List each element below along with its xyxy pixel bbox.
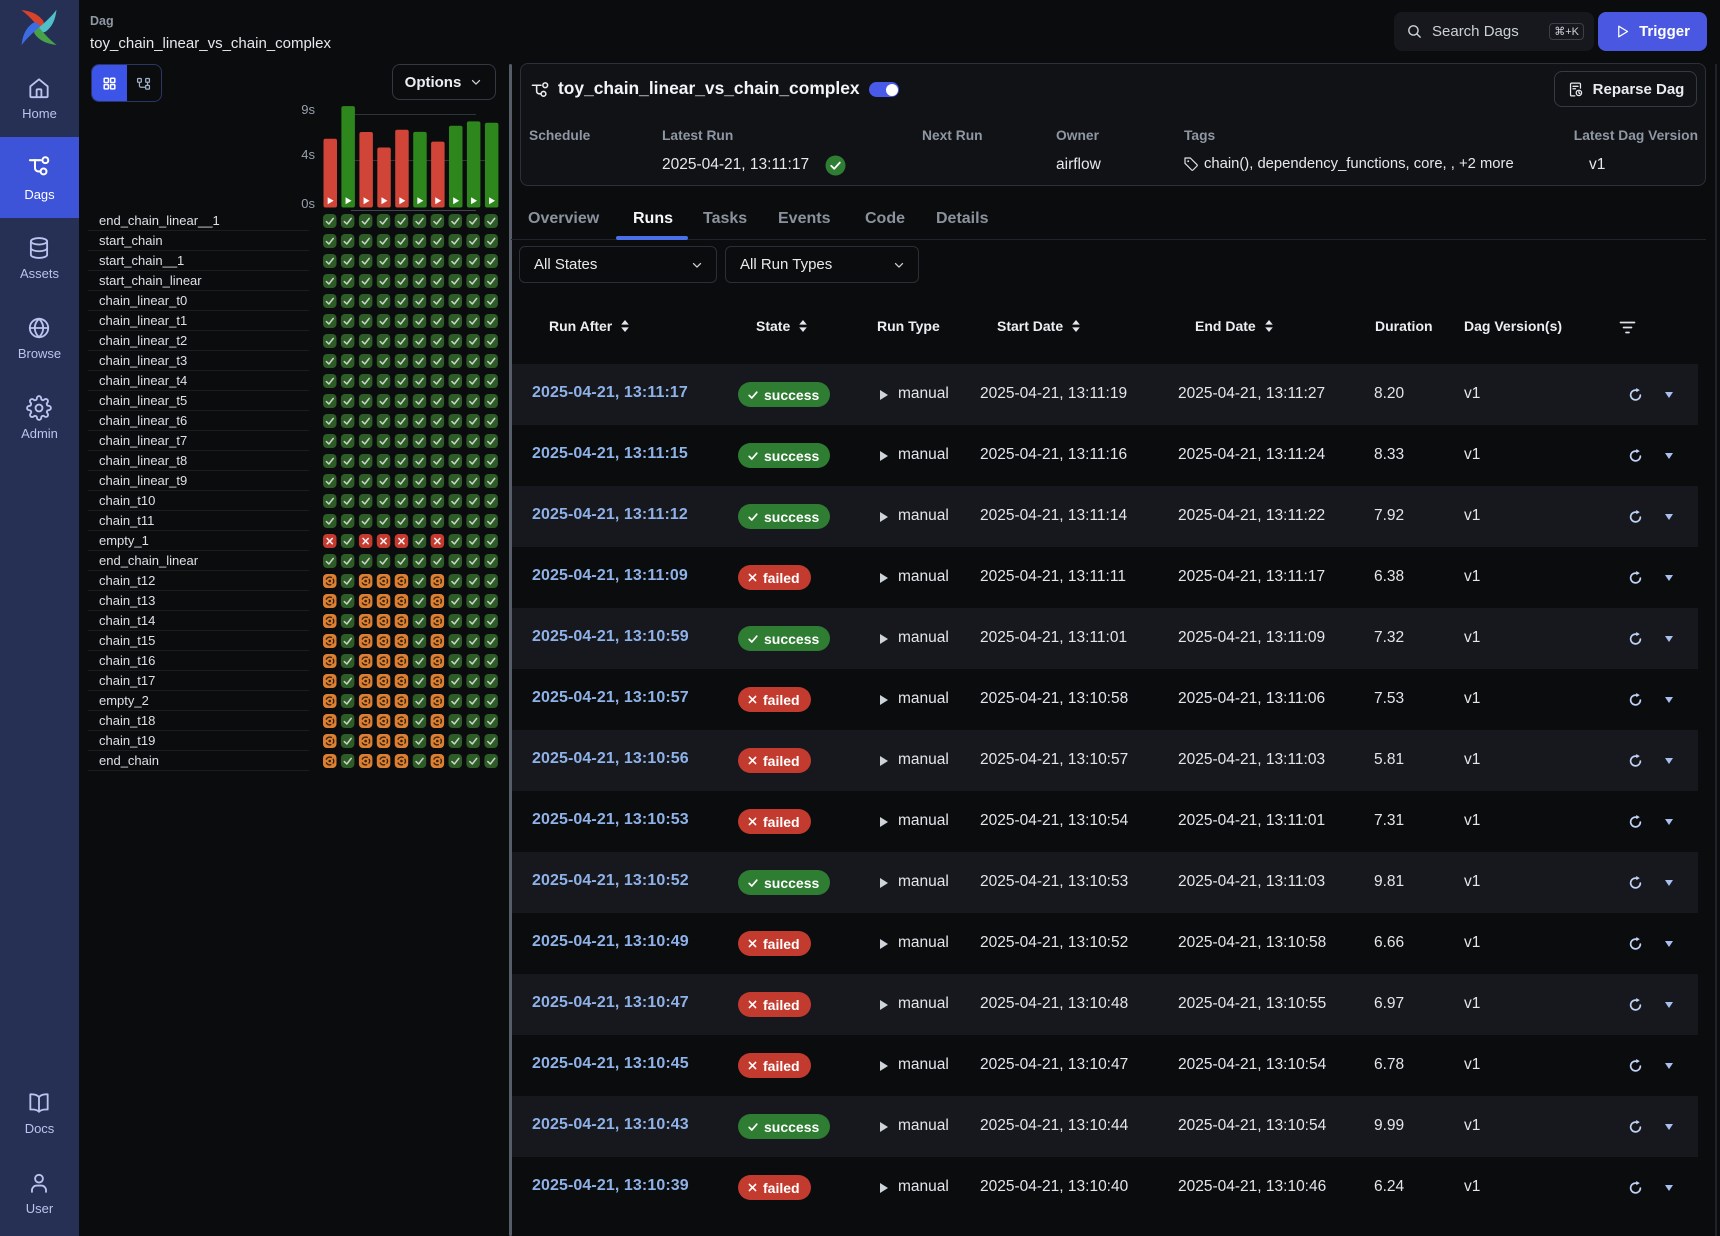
svg-text:9s: 9s xyxy=(301,102,315,117)
svg-text:0s: 0s xyxy=(301,196,315,211)
svg-text:4s: 4s xyxy=(301,147,315,162)
